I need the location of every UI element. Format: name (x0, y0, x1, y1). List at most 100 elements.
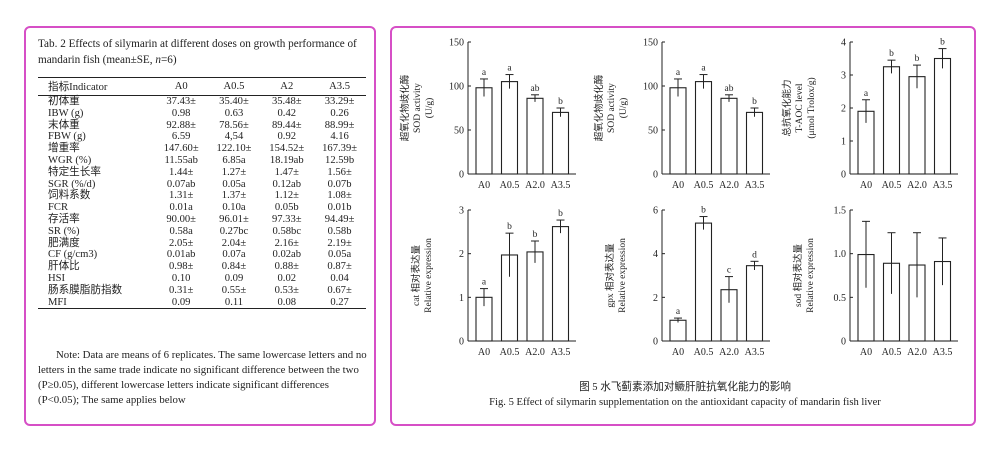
table-row: 肥满度 2.05± 2.04± 2.16± 2.19± (38, 238, 366, 250)
table-cell: 4,54 (224, 131, 244, 143)
x-tick-label: A0 (478, 180, 490, 191)
figure-caption-cn: 图 5 水飞蓟素添加对鳜肝脏抗氧化能力的影响 (579, 382, 791, 393)
column-header: A2 (260, 77, 314, 96)
table-cell: 92.88± (166, 119, 196, 131)
significance-letter: b (915, 54, 920, 64)
bar (908, 76, 926, 175)
y-tick-label: 150 (449, 38, 464, 49)
table-cell: 1.56± (327, 166, 352, 178)
table-cell: 0.01a (169, 202, 193, 214)
table-cell: 0.27 (313, 296, 366, 310)
significance-letter: a (507, 64, 512, 74)
table-cell: 0.09 (224, 272, 244, 284)
significance-letter: b (752, 97, 757, 107)
table-row: FBW (g) 6.59 4,54 0.92 4.16 (38, 131, 366, 143)
table-cell: 78.56± (219, 119, 249, 131)
bar (720, 97, 738, 175)
table-cell: 18.19ab (269, 154, 304, 166)
significance-letter: c (727, 266, 731, 276)
y-axis-label: (μmol Trolox/g) (806, 77, 817, 138)
table-cell: 0.02ab (272, 249, 302, 261)
table-cell: 增重率 (48, 143, 80, 155)
bar (669, 87, 687, 175)
table-cell: 1.08± (327, 190, 352, 202)
significance-letter: a (676, 307, 681, 317)
bar (745, 265, 764, 342)
table-cell: 肠系膜脂肪指数 (48, 284, 123, 296)
table-cell: 147.60± (163, 143, 199, 155)
y-axis-label: Relative expression (424, 238, 434, 313)
table-cell: 35.40± (219, 96, 249, 107)
y-tick-label: 6 (653, 206, 658, 217)
table-cell: 特定生长率 (48, 166, 101, 178)
table-row: CF (g/cm3) 0.01ab 0.07a 0.02ab 0.05a (38, 249, 366, 261)
x-tick-label: A0 (478, 347, 490, 358)
growth-performance-table: 指标Indicator A0 A0.5 A2 A3.5 初体重 37.43± 35.40± 3… (38, 77, 366, 310)
table-cell: 4.16 (330, 131, 349, 143)
table-panel: Tab. 2 Effects of silymarin at different… (24, 26, 376, 426)
table-cell: 90.00± (166, 213, 196, 225)
significance-letter: a (676, 68, 681, 78)
table-cell: HSI (48, 272, 66, 284)
x-tick-label: A0.5 (694, 180, 714, 191)
x-tick-label: A0.5 (500, 180, 520, 191)
y-axis-label: SOD activity (413, 83, 423, 133)
table-cell: 94.49± (324, 213, 355, 225)
table-cell: 6.85a (222, 154, 246, 166)
x-tick-label: A2.0 (907, 180, 927, 191)
table-cell: 0.53± (274, 284, 299, 296)
table-cell: 肥满度 (48, 237, 80, 249)
table-row: 饲料系数 1.31± 1.37± 1.12± 1.08± (38, 190, 366, 202)
x-tick-label: A0.5 (694, 347, 714, 358)
y-axis-label: Relative expression (806, 238, 816, 313)
bar (551, 226, 570, 342)
x-tick-label: A3.5 (551, 347, 571, 358)
table-row: 初体重 37.43± 35.40± 35.48± 33.29± (38, 96, 366, 108)
table-note: Note: Data are means of 6 replicates. Th… (38, 349, 367, 406)
y-axis-label: 总抗氧化能力 (781, 79, 793, 136)
column-header: A3.5 (313, 77, 366, 96)
x-tick-label: A3.5 (745, 180, 765, 191)
x-tick-label: A0.5 (500, 347, 520, 358)
x-tick-label: A2.0 (525, 347, 545, 358)
bar (526, 251, 544, 342)
table-row: 肠系膜脂肪指数 0.31± 0.55± 0.53± 0.67± (38, 285, 366, 297)
table-cell: 97.33± (271, 213, 302, 225)
table-cell: 末体重 (48, 119, 80, 131)
table-cell: 0.07a (222, 249, 246, 261)
table-cell: 0.63 (224, 107, 244, 119)
table-caption: Tab. 2 Effects of silymarin at different… (38, 38, 357, 66)
y-tick-label: 4 (653, 249, 658, 260)
table-cell: 122.10± (216, 143, 252, 155)
table-cell: 0.01ab (166, 249, 196, 261)
y-axis-label: gpx 相对表达量 (604, 243, 616, 308)
y-tick-label: 50 (454, 126, 464, 137)
table-cell: 35.48± (271, 96, 302, 107)
significance-letter: a (864, 89, 869, 99)
x-tick-label: A3.5 (933, 180, 953, 191)
x-tick-label: A0 (860, 180, 872, 191)
x-tick-label: A0 (672, 347, 684, 358)
table-row: 存活率 90.00± 96.01± 97.33± 94.49± (38, 214, 366, 226)
y-tick-label: 1 (459, 293, 464, 304)
table-cell: 0.10a (222, 202, 246, 214)
y-tick-label: 100 (449, 82, 464, 93)
x-tick-label: A3.5 (933, 347, 953, 358)
bar (933, 57, 952, 175)
significance-letter: a (701, 64, 706, 74)
table-row: 特定生长率 1.44± 1.27± 1.47± 1.56± (38, 167, 366, 179)
table-cell: 0.10 (171, 272, 191, 284)
table-row: 肝体比 0.98± 0.84± 0.88± 0.87± (38, 261, 366, 273)
table-cell: 0.58b (327, 225, 352, 237)
y-axis-label: sod 相对表达量 (792, 243, 804, 307)
x-tick-label: A0 (860, 347, 872, 358)
table-row: 末体重 92.88± 78.56± 89.44± 88.99± (38, 120, 366, 132)
table-row: WGR (%) 11.55ab 6.85a 18.19ab 12.59b (38, 155, 366, 167)
y-tick-label: 2 (653, 293, 658, 304)
bar (526, 97, 544, 175)
table-cell: 37.43± (166, 96, 196, 107)
x-tick-label: A2.0 (907, 347, 927, 358)
table-cell: WGR (%) (48, 154, 92, 166)
table-row: 增重率 147.60± 122.10± 154.52± 167.39± (38, 143, 366, 155)
